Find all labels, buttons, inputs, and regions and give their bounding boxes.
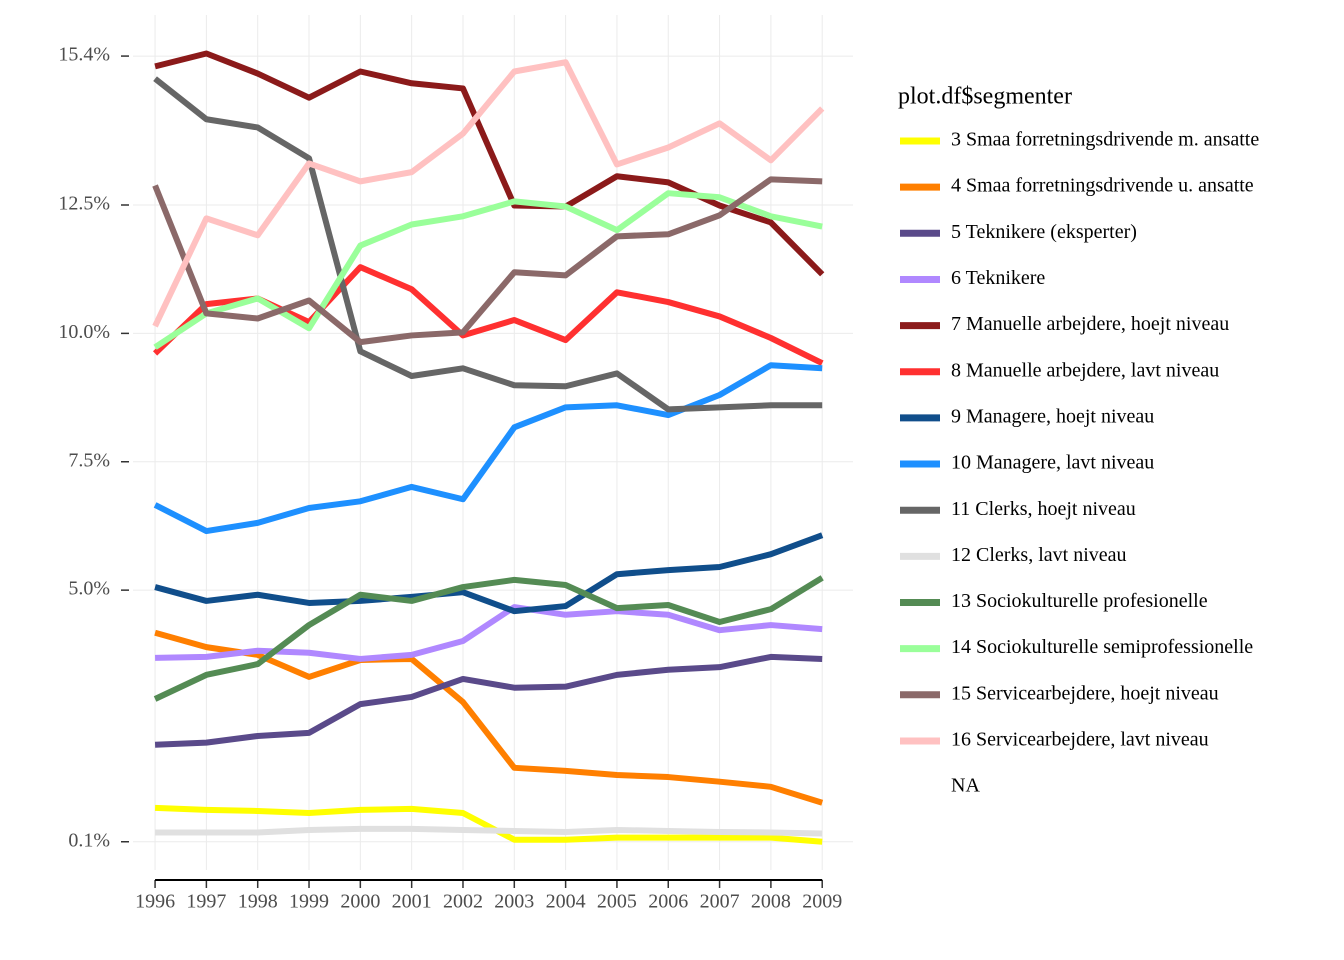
series-line bbox=[153, 575, 824, 702]
series-line bbox=[152, 264, 824, 366]
x-tick-label: 2001 bbox=[392, 891, 432, 913]
y-tick-label: 15.4% bbox=[58, 44, 110, 66]
legend-label: 16 Servicearbejdere, lavt niveau bbox=[951, 729, 1209, 751]
y-tick-label: 10.0% bbox=[58, 321, 110, 343]
y-tick-label: 12.5% bbox=[58, 193, 110, 215]
x-tick-label: 2006 bbox=[648, 891, 688, 913]
series-line bbox=[152, 176, 823, 346]
legend-label: 14 Sociokulturelle semiprofessionelle bbox=[951, 636, 1253, 658]
series-line bbox=[153, 190, 823, 350]
legend-title: plot.df$segmenter bbox=[898, 84, 1072, 110]
x-tick-label: 2007 bbox=[700, 891, 740, 913]
legend-label: 12 Clerks, lavt niveau bbox=[951, 544, 1127, 566]
series-line bbox=[154, 629, 824, 806]
legend-label: 3 Smaa forretningsdrivende m. ansatte bbox=[951, 129, 1259, 151]
legend-label: 5 Teknikere (eksperter) bbox=[951, 221, 1137, 243]
legend-label: NA bbox=[951, 775, 980, 797]
x-tick-label: 2004 bbox=[546, 891, 586, 913]
legend-label: 11 Clerks, hoejt niveau bbox=[951, 498, 1136, 520]
legend-label: 7 Manuelle arbejdere, hoejt niveau bbox=[951, 313, 1229, 335]
series-line bbox=[153, 76, 823, 413]
series-line bbox=[155, 604, 823, 662]
legend-label: 13 Sociokulturelle profesionelle bbox=[951, 590, 1208, 612]
x-tick-label: 2005 bbox=[597, 891, 637, 913]
x-tick-label: 2009 bbox=[802, 891, 842, 913]
series-line bbox=[154, 532, 824, 615]
series-line bbox=[154, 804, 823, 845]
series-line bbox=[153, 362, 823, 535]
legend-label: 15 Servicearbejdere, hoejt niveau bbox=[951, 682, 1219, 704]
series-line bbox=[155, 825, 823, 837]
x-tick-label: 1996 bbox=[135, 891, 175, 913]
x-tick-label: 1999 bbox=[289, 891, 329, 913]
legend-label: 8 Manuelle arbejdere, lavt niveau bbox=[951, 359, 1219, 381]
series-line bbox=[154, 653, 823, 748]
x-tick-label: 1997 bbox=[186, 891, 226, 913]
y-tick-label: 7.5% bbox=[68, 449, 110, 471]
legend-label: 9 Managere, hoejt niveau bbox=[951, 405, 1154, 427]
legend-label: 10 Managere, lavt niveau bbox=[951, 452, 1154, 474]
legend-label: 6 Teknikere bbox=[951, 267, 1045, 289]
x-tick-label: 2000 bbox=[340, 891, 380, 913]
legend-label: 4 Smaa forretningsdrivende u. ansatte bbox=[951, 175, 1254, 197]
series-line bbox=[154, 50, 825, 277]
y-tick-label: 5.0% bbox=[68, 578, 110, 600]
y-tick-label: 0.1% bbox=[68, 829, 110, 851]
x-tick-label: 2008 bbox=[751, 891, 791, 913]
x-tick-label: 2002 bbox=[443, 891, 483, 913]
x-tick-label: 2003 bbox=[494, 891, 534, 913]
series-line bbox=[152, 59, 825, 328]
x-tick-label: 1998 bbox=[238, 891, 278, 913]
